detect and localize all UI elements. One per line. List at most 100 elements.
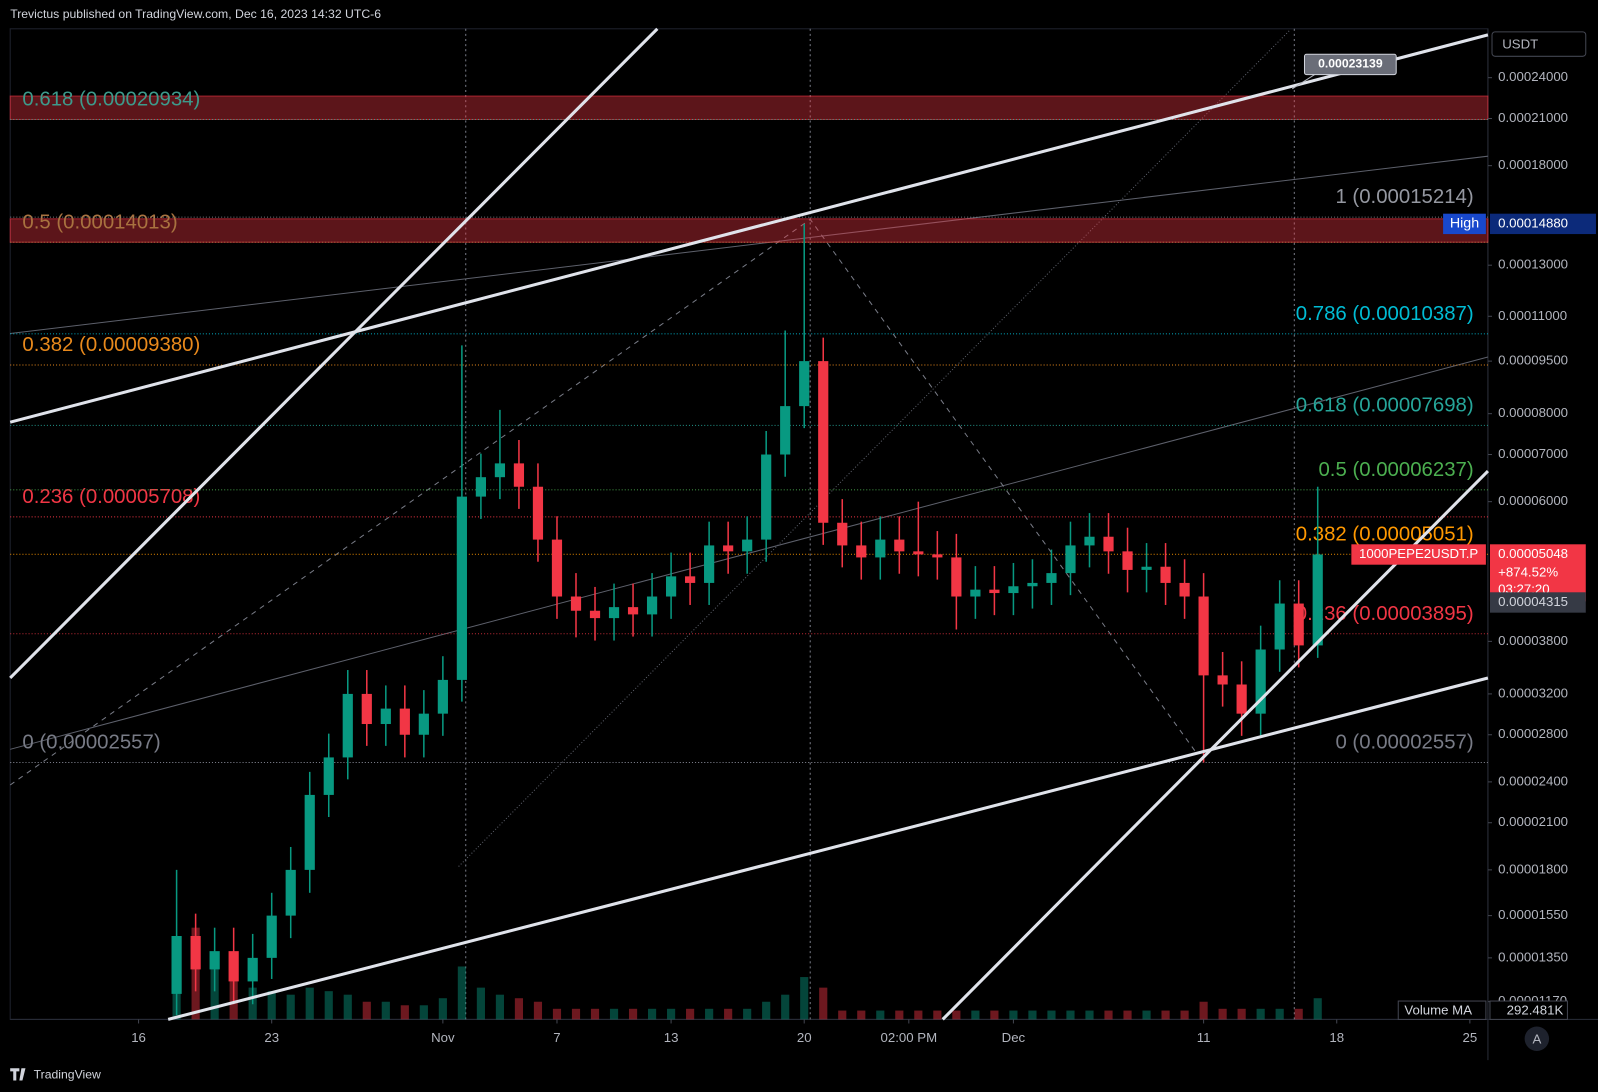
volume-bar bbox=[1104, 1010, 1113, 1020]
x-tick-label: Nov bbox=[431, 1030, 455, 1045]
auto-scale-label: A bbox=[1532, 1031, 1541, 1046]
last-change: +874.52% bbox=[1498, 564, 1558, 579]
candle-body bbox=[456, 496, 467, 680]
y-tick-label: 0.00024000 bbox=[1498, 69, 1568, 84]
candle-body bbox=[494, 463, 506, 478]
candle-body bbox=[894, 539, 905, 552]
channel-line bbox=[167, 676, 1489, 1021]
candle-body bbox=[513, 463, 525, 487]
volume-bar bbox=[400, 1005, 409, 1020]
volume-bar bbox=[495, 994, 504, 1020]
trend-line bbox=[458, 30, 1290, 867]
candle-body bbox=[1103, 536, 1114, 552]
volume-bar bbox=[381, 1001, 390, 1020]
candle-body bbox=[570, 596, 582, 611]
candle-body bbox=[989, 589, 1000, 594]
volume-bar bbox=[1028, 1010, 1037, 1020]
candle-body bbox=[437, 679, 448, 714]
candle-body bbox=[970, 589, 981, 597]
candle-body bbox=[1160, 566, 1171, 583]
y-tick-label: 0.00008000 bbox=[1498, 405, 1568, 420]
auto-scale-button[interactable] bbox=[1524, 1026, 1550, 1051]
y-tick-label: 0.00011000 bbox=[1498, 308, 1567, 323]
candle-body bbox=[190, 936, 201, 970]
volume-bar bbox=[819, 987, 828, 1020]
volume-bar bbox=[609, 1008, 619, 1020]
trend-line bbox=[10, 356, 1489, 750]
volume-bar bbox=[705, 1008, 714, 1020]
volume-bar bbox=[686, 1008, 695, 1020]
candle-body bbox=[951, 557, 962, 597]
volume-bar bbox=[590, 1008, 600, 1020]
candle-body bbox=[532, 486, 544, 540]
volume-bar bbox=[762, 1001, 771, 1020]
y-tick-label: 0.00009500 bbox=[1498, 353, 1568, 368]
callout-pointer bbox=[1291, 74, 1315, 90]
volume-bar bbox=[990, 1010, 999, 1020]
candle-body bbox=[1122, 551, 1133, 570]
volume-bar bbox=[457, 966, 466, 1020]
high-price: 0.00014880 bbox=[1498, 215, 1568, 230]
volume-bar bbox=[1199, 1001, 1208, 1020]
y-tick-label: 0.00001800 bbox=[1498, 861, 1568, 876]
volume-bar bbox=[743, 1008, 752, 1020]
candles bbox=[171, 223, 1323, 1015]
volume-bar bbox=[876, 1010, 885, 1020]
volume-bar bbox=[1218, 1008, 1227, 1020]
candle-body bbox=[589, 610, 601, 619]
fib-label: 0.382 (0.00009380) bbox=[22, 334, 200, 356]
y-tick-label: 0.00018000 bbox=[1498, 157, 1568, 172]
volume-bar bbox=[1237, 1008, 1246, 1020]
candle-body bbox=[266, 915, 277, 958]
candle-body bbox=[228, 951, 239, 982]
candle-body bbox=[304, 794, 315, 870]
candle-body bbox=[608, 607, 620, 619]
brand: TradingView bbox=[10, 1068, 101, 1082]
candle-body bbox=[361, 693, 372, 725]
y-tick-label: 0.00006000 bbox=[1498, 493, 1568, 508]
high-name-tag bbox=[1443, 213, 1486, 235]
x-tick-label: 18 bbox=[1329, 1030, 1344, 1045]
volume-bar bbox=[343, 994, 352, 1020]
volume-bar bbox=[1085, 1010, 1094, 1020]
volume-bar bbox=[857, 1010, 866, 1020]
volume-ma-box bbox=[1397, 1000, 1487, 1020]
volume-bar bbox=[267, 991, 276, 1020]
fib-label: 1 (0.00015214) bbox=[1335, 186, 1473, 208]
candle-body bbox=[818, 361, 829, 523]
fib-label: 0.618 (0.00007698) bbox=[1296, 394, 1474, 416]
fib-label: 0.786 (0.00010387) bbox=[1296, 303, 1474, 325]
candle-body bbox=[1255, 649, 1266, 714]
volume-bar bbox=[971, 1010, 980, 1020]
candle-body bbox=[1141, 566, 1152, 570]
volume-bar bbox=[838, 1010, 847, 1020]
candle-body bbox=[1217, 675, 1228, 685]
candle-body bbox=[646, 596, 658, 615]
marker-price: 0.00004315 bbox=[1498, 594, 1568, 609]
candle-body bbox=[342, 693, 353, 758]
header: Trevictus published on TradingView.com, … bbox=[10, 7, 381, 21]
candle-body bbox=[1179, 582, 1190, 597]
currency-box[interactable] bbox=[1491, 31, 1587, 57]
volume-bar bbox=[514, 998, 524, 1020]
volume-bar bbox=[419, 1005, 428, 1020]
candle-body bbox=[1065, 545, 1076, 574]
volume-bar bbox=[552, 1008, 562, 1020]
candle-body bbox=[399, 708, 410, 735]
brand-name: TradingView bbox=[34, 1068, 101, 1082]
candle-body bbox=[723, 545, 734, 552]
x-tick-label: Dec bbox=[1002, 1030, 1026, 1045]
trend-line bbox=[10, 155, 1488, 335]
y-tick-label: 0.00002800 bbox=[1498, 726, 1568, 741]
candle-body bbox=[171, 936, 182, 994]
candle-body bbox=[551, 539, 563, 597]
volume-bar bbox=[438, 998, 447, 1020]
volume-bar bbox=[571, 1008, 581, 1020]
volume-bar bbox=[476, 987, 485, 1020]
volume-bar bbox=[1294, 1008, 1303, 1020]
candle-body bbox=[837, 522, 848, 546]
candle-body bbox=[323, 757, 334, 795]
fib-label: 0.5 (0.00006237) bbox=[1318, 459, 1473, 481]
fib-connector bbox=[9, 218, 1198, 786]
